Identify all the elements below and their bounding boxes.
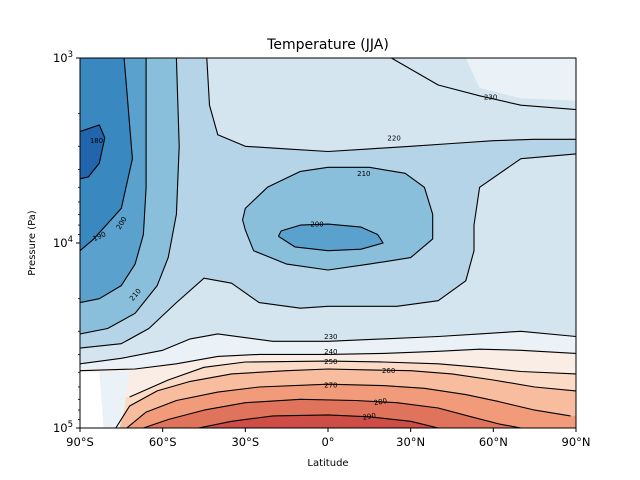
contour-line-290 [198, 414, 439, 428]
contour-label-text: 220 [387, 134, 400, 142]
y-tick-label: 105 [53, 420, 73, 435]
contour-label-text: 180 [90, 137, 103, 145]
contour-label-180: 180 [90, 137, 103, 145]
contour-label-290: 290 [362, 412, 377, 422]
contour-label-230: 230 [324, 333, 337, 341]
y-axis-label: Pressure (Pa) [27, 210, 38, 275]
contour-line-190 [80, 58, 133, 252]
y-tick-label: 103 [53, 50, 73, 65]
band-tropic-200 [278, 224, 384, 251]
contour-label-text: 250 [324, 358, 337, 366]
x-axis-ticks: 90°S 60°S 30°S 0° 30°N 60°N 90°N [66, 428, 591, 449]
plot-area: 1801902002102002102202302302402502602702… [80, 58, 576, 428]
contour-line-210 [242, 166, 434, 271]
x-axis-label: Latitude [307, 458, 348, 469]
contour-label-text: 200 [310, 221, 323, 229]
contour-line-270 [126, 383, 571, 428]
contour-label-230: 230 [484, 93, 497, 101]
contour-label-280: 280 [373, 397, 388, 407]
masked-region [80, 372, 104, 428]
band-polar-190 [80, 58, 133, 251]
x-tick-label: 90°N [562, 435, 591, 449]
contour-label-text: 260 [382, 367, 395, 375]
contour-label-text: 270 [324, 381, 337, 389]
contour-label-220: 220 [387, 134, 400, 142]
contour-label-210: 210 [357, 170, 370, 178]
contour-line-210 [80, 58, 180, 335]
contour-line-230 [391, 58, 576, 111]
contour-line-260 [115, 368, 576, 428]
contour-line-240 [80, 348, 576, 372]
y-tick-label: 104 [53, 235, 73, 250]
y-axis-ticks: 103 104 105 [53, 50, 80, 435]
contour-label-text: 280 [373, 397, 388, 407]
contour-label-260: 260 [382, 367, 395, 375]
contour-label-250: 250 [324, 358, 337, 366]
chart-title: Temperature (JJA) [266, 37, 389, 53]
x-tick-label: 30°N [396, 435, 425, 449]
contour-label-200: 200 [310, 221, 323, 229]
contour-line-280 [143, 398, 522, 428]
x-tick-label: 0° [321, 435, 334, 449]
contour-label-text: 230 [484, 93, 497, 101]
contour-line-180 [80, 124, 106, 180]
contour-line-230 [80, 330, 576, 365]
contour-lines [80, 58, 576, 428]
masked-edge-band [99, 372, 130, 428]
contour-line-200 [80, 58, 147, 304]
x-tick-label: 30°S [231, 435, 259, 449]
contour-line-250 [129, 360, 576, 398]
contour-line-200 [277, 223, 384, 252]
x-tick-label: 60°S [149, 435, 177, 449]
contour-label-240: 240 [324, 348, 337, 356]
band-polar-180 [80, 58, 105, 179]
x-tick-label: 60°N [479, 435, 508, 449]
contour-line-220 [80, 153, 576, 349]
contour-label-text: 210 [357, 170, 370, 178]
contour-label-text: 290 [362, 412, 377, 422]
filled-bands [80, 58, 576, 428]
contour-label-270: 270 [324, 381, 337, 389]
band-240-upper [465, 58, 576, 101]
contour-label-text: 230 [324, 333, 337, 341]
x-tick-label: 90°S [66, 435, 94, 449]
contour-line-220 [206, 58, 576, 153]
contour-label-text: 240 [324, 348, 337, 356]
